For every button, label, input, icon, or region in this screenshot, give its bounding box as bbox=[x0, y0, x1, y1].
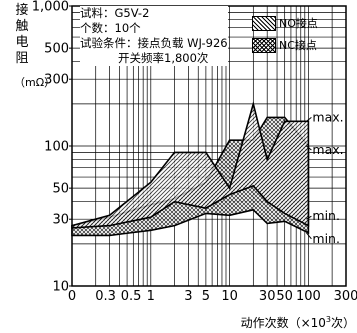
legend: NO接点 NC接点 bbox=[252, 12, 318, 56]
y-tick-label: 30 bbox=[52, 213, 69, 228]
legend-label-no: NO接点 bbox=[279, 17, 318, 30]
y-axis-label-char: 接 bbox=[15, 3, 29, 18]
x-tick-label: 5 bbox=[202, 289, 210, 304]
x-tick-label: 1 bbox=[147, 289, 155, 304]
annotation-leader bbox=[306, 232, 312, 240]
x-tick-label: 10 bbox=[221, 289, 238, 304]
test-conditions: 试料：G5V-2 个数：10个 试验条件：接点负载 WJ-926 开关频率1,8… bbox=[80, 6, 228, 66]
sample-line: 试料：G5V-2 bbox=[80, 6, 150, 20]
legend-item-no: NO接点 bbox=[252, 12, 318, 34]
x-axis-label-tail: 次） bbox=[330, 316, 355, 330]
annotation-label: min. bbox=[312, 231, 340, 246]
annotation-leader bbox=[306, 215, 312, 220]
x-tick-label: 100 bbox=[296, 289, 321, 304]
annotation-label: min. bbox=[312, 208, 340, 223]
condition-line: 试验条件：接点负载 WJ-926 bbox=[80, 36, 228, 50]
annotation-label: max. bbox=[312, 142, 343, 157]
y-axis-label-char: 触 bbox=[15, 19, 29, 34]
x-axis-label: 动作次数（×103次） bbox=[241, 314, 355, 331]
y-axis-label-char: 电 bbox=[15, 35, 29, 50]
x-tick-label: 0.5 bbox=[121, 289, 142, 304]
x-axis-label-text: 动作次数（×10 bbox=[240, 316, 326, 330]
annotation-label: max. bbox=[312, 109, 343, 124]
frequency-line: 开关频率1,800次 bbox=[118, 51, 209, 65]
count-line: 个数：10个 bbox=[80, 21, 141, 35]
annotation-leader bbox=[306, 116, 312, 122]
x-axis-label-exponent: 3 bbox=[325, 315, 331, 324]
x-tick-label: 300 bbox=[334, 289, 357, 304]
x-tick-label: 30 bbox=[259, 289, 276, 304]
x-tick-label: 50 bbox=[276, 289, 293, 304]
no-contact-band bbox=[71, 100, 310, 229]
y-tick-label: 1,000 bbox=[32, 0, 69, 15]
x-tick-label: 3 bbox=[184, 289, 192, 304]
y-tick-label: 500 bbox=[44, 42, 69, 57]
legend-swatch-no bbox=[252, 15, 276, 31]
y-axis-label: 接 触 电 阻 （mΩ） bbox=[14, 3, 55, 91]
y-tick-label: 50 bbox=[52, 182, 69, 197]
y-tick-label: 100 bbox=[44, 140, 69, 155]
x-tick-label: 0 bbox=[68, 289, 76, 304]
y-tick-label: 10 bbox=[52, 280, 69, 295]
annotation-leader bbox=[306, 145, 312, 151]
x-tick-label: 0.3 bbox=[95, 289, 116, 304]
legend-item-nc: NC接点 bbox=[252, 34, 318, 56]
y-tick-label: 300 bbox=[44, 73, 69, 88]
legend-swatch-nc bbox=[252, 37, 276, 53]
y-axis-label-char: 阻 bbox=[15, 51, 29, 66]
legend-label-nc: NC接点 bbox=[279, 39, 317, 52]
